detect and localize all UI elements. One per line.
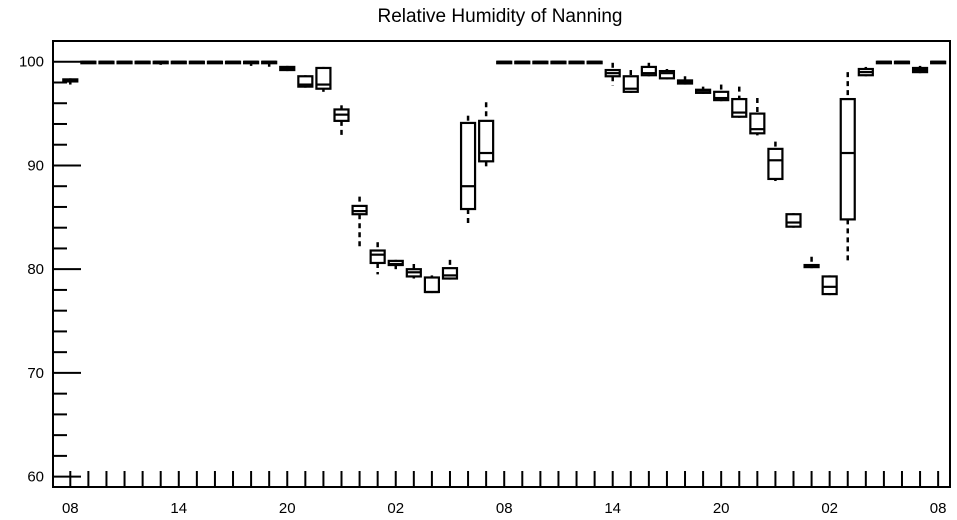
box-48 bbox=[930, 60, 947, 65]
box-20 bbox=[423, 275, 440, 294]
box-25 bbox=[514, 60, 531, 65]
box-body bbox=[749, 112, 766, 135]
box-36 bbox=[713, 84, 730, 102]
box-body bbox=[713, 90, 730, 102]
x-tick-label: 02 bbox=[821, 500, 838, 517]
box-27 bbox=[550, 60, 567, 65]
box-body bbox=[478, 119, 495, 163]
x-tick-label: 02 bbox=[387, 500, 404, 517]
box-7 bbox=[188, 60, 205, 65]
x-tick-label: 08 bbox=[496, 500, 513, 517]
x-tick-label: 20 bbox=[279, 500, 296, 517]
box-body bbox=[423, 276, 440, 294]
chart-title: Relative Humidity of Nanning bbox=[377, 6, 622, 27]
box-body bbox=[459, 121, 477, 211]
y-tick-label: 90 bbox=[27, 157, 44, 174]
box-body bbox=[297, 75, 314, 88]
box-1 bbox=[80, 60, 97, 65]
box-46 bbox=[893, 60, 911, 65]
box-42 bbox=[821, 275, 838, 296]
box-23 bbox=[478, 102, 495, 167]
box-14 bbox=[315, 66, 332, 92]
box-24 bbox=[496, 60, 513, 65]
box-35 bbox=[694, 86, 712, 94]
box-10 bbox=[243, 60, 260, 66]
box-41 bbox=[803, 256, 820, 269]
box-3 bbox=[116, 60, 133, 65]
box-18 bbox=[387, 259, 404, 270]
x-tick-label: 14 bbox=[170, 500, 187, 517]
box-21 bbox=[441, 259, 459, 280]
box-body bbox=[658, 69, 676, 80]
box-body bbox=[369, 249, 386, 265]
plot-frame bbox=[52, 40, 951, 488]
box-19 bbox=[405, 264, 422, 279]
box-5 bbox=[152, 60, 169, 65]
box-body bbox=[839, 97, 856, 221]
box-30 bbox=[604, 62, 621, 86]
x-tick-label: 08 bbox=[930, 500, 947, 517]
x-axis: 08 14 20 02 08 14 20 02 08 bbox=[62, 471, 947, 517]
box-16 bbox=[351, 196, 368, 249]
box-body bbox=[441, 267, 459, 280]
box-45 bbox=[875, 60, 893, 65]
box-31 bbox=[622, 70, 639, 93]
box-13 bbox=[297, 75, 314, 88]
x-tick-label: 20 bbox=[713, 500, 730, 517]
box-22 bbox=[459, 115, 477, 227]
box-2 bbox=[98, 60, 115, 65]
box-0 bbox=[62, 78, 79, 85]
box-4 bbox=[134, 60, 151, 65]
y-axis: 60 70 80 90 100 bbox=[19, 54, 81, 486]
box-body bbox=[640, 65, 657, 77]
box-37 bbox=[731, 86, 748, 118]
box-body bbox=[731, 97, 748, 118]
box-15 bbox=[333, 105, 350, 139]
box-17 bbox=[369, 242, 386, 275]
box-44 bbox=[857, 66, 874, 77]
box-39 bbox=[767, 141, 784, 182]
box-43 bbox=[839, 72, 856, 263]
box-26 bbox=[532, 60, 549, 65]
y-tick-label: 100 bbox=[19, 54, 44, 71]
box-38 bbox=[749, 98, 766, 136]
box-29 bbox=[586, 60, 603, 65]
boxes-layer bbox=[62, 60, 947, 296]
box-32 bbox=[640, 62, 657, 77]
box-body bbox=[785, 213, 802, 228]
x-tick-label: 08 bbox=[62, 500, 79, 517]
box-8 bbox=[206, 60, 224, 65]
x-tick-label: 14 bbox=[604, 500, 621, 517]
box-34 bbox=[676, 76, 694, 85]
y-tick-label: 60 bbox=[27, 469, 44, 486]
box-28 bbox=[568, 60, 585, 65]
box-11 bbox=[261, 60, 278, 68]
y-tick-label: 80 bbox=[27, 261, 44, 278]
box-12 bbox=[279, 65, 296, 72]
box-6 bbox=[170, 60, 187, 65]
box-33 bbox=[658, 69, 676, 80]
box-47 bbox=[911, 65, 929, 74]
y-tick-label: 70 bbox=[27, 365, 44, 382]
box-body bbox=[821, 275, 838, 296]
box-40 bbox=[785, 213, 802, 228]
box-9 bbox=[224, 60, 242, 65]
box-body bbox=[767, 147, 784, 181]
